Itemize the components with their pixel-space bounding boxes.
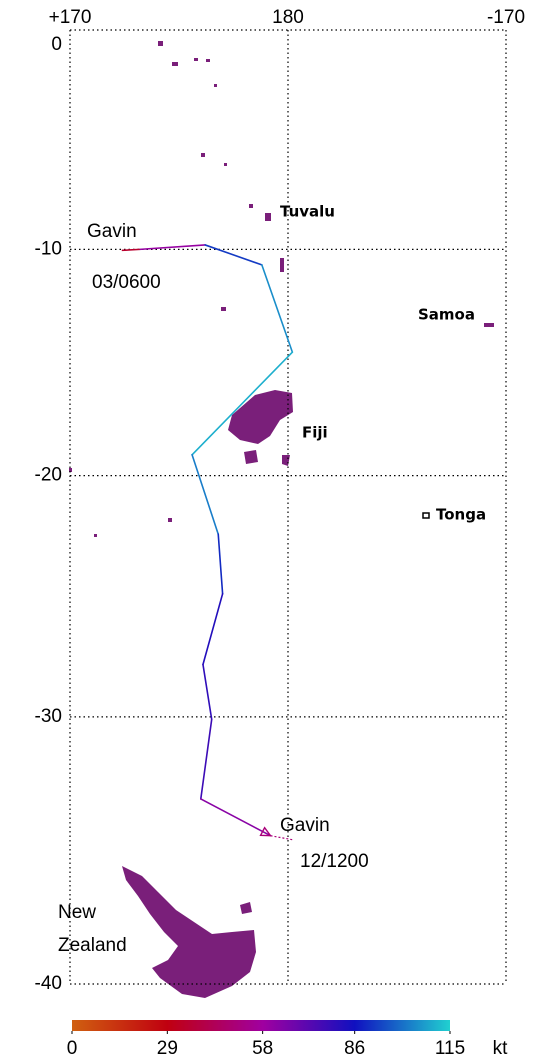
- colorbar-tick-label: 29: [157, 1038, 178, 1059]
- track-segment: [138, 244, 206, 251]
- colorbar: [72, 1020, 450, 1031]
- island: [224, 163, 227, 166]
- track-forecast: [270, 835, 293, 841]
- place-label: New Zealand: [58, 902, 127, 956]
- place-label: Tuvalu: [280, 203, 335, 221]
- island: [172, 62, 178, 66]
- track-segment: [202, 663, 213, 721]
- track-start: [121, 248, 140, 252]
- place-label: Samoa: [418, 306, 475, 324]
- island: [280, 258, 284, 272]
- storm-name: Gavin: [87, 221, 137, 242]
- island: [228, 390, 293, 466]
- x-tick-label: -170: [487, 7, 525, 28]
- island: [194, 58, 198, 61]
- land: [69, 41, 494, 998]
- colorbar-tick-label: 0: [67, 1038, 78, 1059]
- track-segment: [200, 718, 213, 800]
- island: [484, 323, 494, 327]
- place-label: Tonga: [436, 506, 486, 524]
- track-segment: [200, 798, 272, 837]
- colorbar-tick-label: 115: [435, 1038, 465, 1059]
- y-tick-label: -30: [35, 706, 62, 727]
- island: [249, 204, 253, 208]
- y-tick-label: -10: [35, 238, 62, 259]
- x-tick-label: 180: [272, 7, 304, 28]
- new-zealand-land: [122, 866, 256, 998]
- island: [158, 41, 163, 46]
- track-segment: [191, 351, 294, 456]
- island: [214, 84, 217, 87]
- storm-track: [121, 244, 294, 841]
- island: [94, 534, 97, 537]
- y-tick-label: -20: [35, 465, 62, 486]
- track-arrow: [259, 826, 272, 837]
- island: [168, 518, 172, 522]
- track-segment: [191, 453, 220, 535]
- colorbar-tick-label: 58: [252, 1038, 273, 1059]
- island: [201, 153, 205, 157]
- start-time: 03/0600: [92, 272, 161, 293]
- y-tick-label: -40: [35, 973, 62, 994]
- island: [265, 213, 271, 221]
- island: [206, 59, 210, 62]
- island: [422, 512, 430, 519]
- y-tick-label: 0: [51, 34, 62, 55]
- track-segment: [217, 533, 224, 595]
- track-segment: [204, 244, 263, 266]
- end-time: 12/1200: [300, 851, 369, 872]
- colorbar-unit: kt: [493, 1038, 509, 1059]
- track-segment: [261, 264, 294, 353]
- track-segment: [202, 593, 224, 666]
- place-label: Fiji: [302, 424, 328, 442]
- storm-name: Gavin: [280, 815, 330, 836]
- colorbar-tick-label: 86: [344, 1038, 365, 1059]
- x-tick-label: +170: [49, 7, 92, 28]
- island: [221, 307, 226, 311]
- island: [69, 468, 72, 472]
